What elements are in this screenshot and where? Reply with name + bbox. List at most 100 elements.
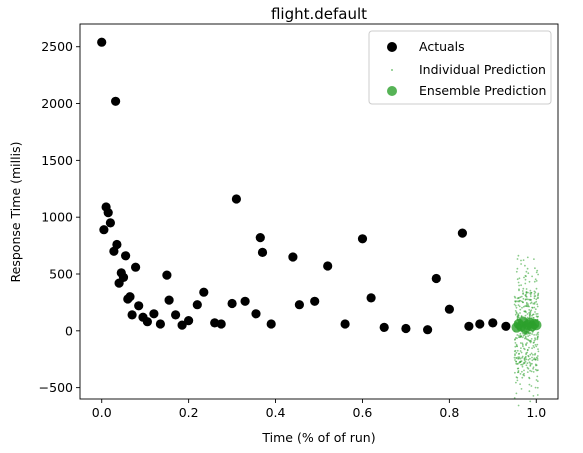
individual-prediction-point [534, 344, 537, 346]
actual-point [323, 261, 333, 271]
plot-area [97, 37, 542, 407]
legend-label-actuals: Actuals [419, 39, 465, 54]
individual-prediction-point [523, 276, 525, 279]
actual-point [192, 300, 202, 310]
individual-prediction-point [535, 364, 538, 367]
legend-label-ensemble-prediction: Ensemble Prediction [419, 83, 546, 98]
individual-prediction-point [523, 369, 525, 372]
individual-prediction-point [532, 395, 535, 397]
actual-point [111, 96, 121, 106]
individual-prediction-point [516, 379, 519, 382]
individual-prediction-point [526, 371, 529, 373]
actual-point [227, 298, 237, 309]
legend-marker-individual-prediction [391, 69, 393, 71]
x-tick-label: 0.4 [266, 405, 286, 420]
individual-prediction-point [536, 305, 539, 308]
actual-point [134, 301, 144, 311]
individual-prediction-point [534, 267, 536, 270]
individual-prediction-point [532, 313, 535, 316]
actual-point [112, 239, 122, 250]
actual-point [310, 296, 320, 306]
individual-prediction-point [535, 356, 538, 359]
individual-prediction-point [525, 294, 527, 296]
individual-prediction-point [535, 379, 538, 381]
individual-prediction-point [531, 362, 533, 365]
individual-prediction-point [518, 299, 521, 302]
actual-point [251, 309, 261, 319]
individual-prediction-point [525, 358, 528, 361]
actual-point [255, 233, 265, 243]
individual-prediction-point [533, 293, 536, 295]
x-tick-label: 0.8 [439, 405, 459, 420]
individual-prediction-point [514, 353, 516, 356]
individual-prediction-point [525, 305, 528, 307]
individual-prediction-point [526, 313, 529, 315]
individual-prediction-point [532, 358, 535, 361]
individual-prediction-point [532, 342, 535, 344]
individual-prediction-point [519, 308, 522, 311]
individual-prediction-point [530, 385, 533, 387]
individual-prediction-point [529, 364, 532, 366]
individual-prediction-point [536, 394, 539, 396]
individual-prediction-point [522, 297, 525, 300]
individual-prediction-point [529, 369, 531, 372]
individual-prediction-point [522, 292, 524, 295]
legend-marker-ensemble-prediction [387, 86, 397, 96]
individual-prediction-point [526, 333, 529, 335]
individual-prediction-point [533, 297, 536, 300]
individual-prediction-point [532, 345, 535, 347]
individual-prediction-point [520, 388, 523, 390]
y-tick-label: 1000 [41, 210, 73, 225]
y-axis-ticks: −500 0 500 1000 1500 2000 2500 [39, 39, 80, 395]
individual-prediction-point [537, 348, 539, 350]
actual-point [444, 304, 454, 314]
individual-prediction-point [517, 404, 520, 407]
individual-prediction-point [521, 342, 524, 345]
individual-prediction-point [523, 347, 525, 350]
actual-point [231, 194, 241, 204]
individual-prediction-point [517, 313, 520, 315]
legend-label-individual-prediction: Individual Prediction [419, 62, 546, 77]
actual-point [488, 318, 498, 328]
individual-prediction-point [519, 383, 521, 385]
individual-prediction-point [530, 370, 533, 373]
actual-point [99, 225, 109, 235]
individual-prediction-point [515, 306, 518, 309]
individual-prediction-point [537, 350, 540, 353]
individual-prediction-point [524, 360, 527, 363]
individual-prediction-point [521, 336, 524, 339]
individual-prediction-point [514, 342, 517, 344]
actual-point [171, 310, 181, 320]
actual-point [142, 317, 152, 327]
individual-prediction-point [533, 258, 535, 260]
individual-prediction-point [515, 357, 518, 359]
individual-prediction-point [519, 373, 522, 375]
x-axis-ticks: 0.0 0.2 0.4 0.6 0.8 1.0 [92, 399, 546, 420]
chart-title: flight.default [271, 5, 367, 23]
individual-prediction-point [535, 313, 538, 315]
individual-prediction-point [526, 256, 529, 259]
individual-prediction-point [529, 357, 531, 360]
individual-prediction-point [517, 362, 519, 365]
individual-prediction-point [519, 332, 522, 335]
individual-prediction-point [514, 304, 517, 307]
individual-prediction-point [517, 357, 519, 360]
individual-prediction-point [531, 333, 533, 335]
actual-point [177, 320, 187, 330]
individual-prediction-point [517, 367, 520, 370]
individual-prediction-point [537, 335, 539, 338]
actual-point [162, 270, 172, 280]
individual-prediction-point [513, 303, 516, 306]
individual-prediction-point [530, 340, 533, 343]
individual-prediction-point [519, 360, 522, 363]
actual-point [357, 234, 368, 244]
individual-prediction-point [531, 356, 533, 359]
individual-prediction-point [517, 370, 520, 372]
actual-point [118, 272, 129, 282]
individual-prediction-point [525, 295, 527, 298]
individual-prediction-point [529, 400, 532, 403]
actual-point [457, 228, 467, 238]
individual-prediction-point [524, 274, 527, 277]
actual-point [103, 208, 113, 218]
